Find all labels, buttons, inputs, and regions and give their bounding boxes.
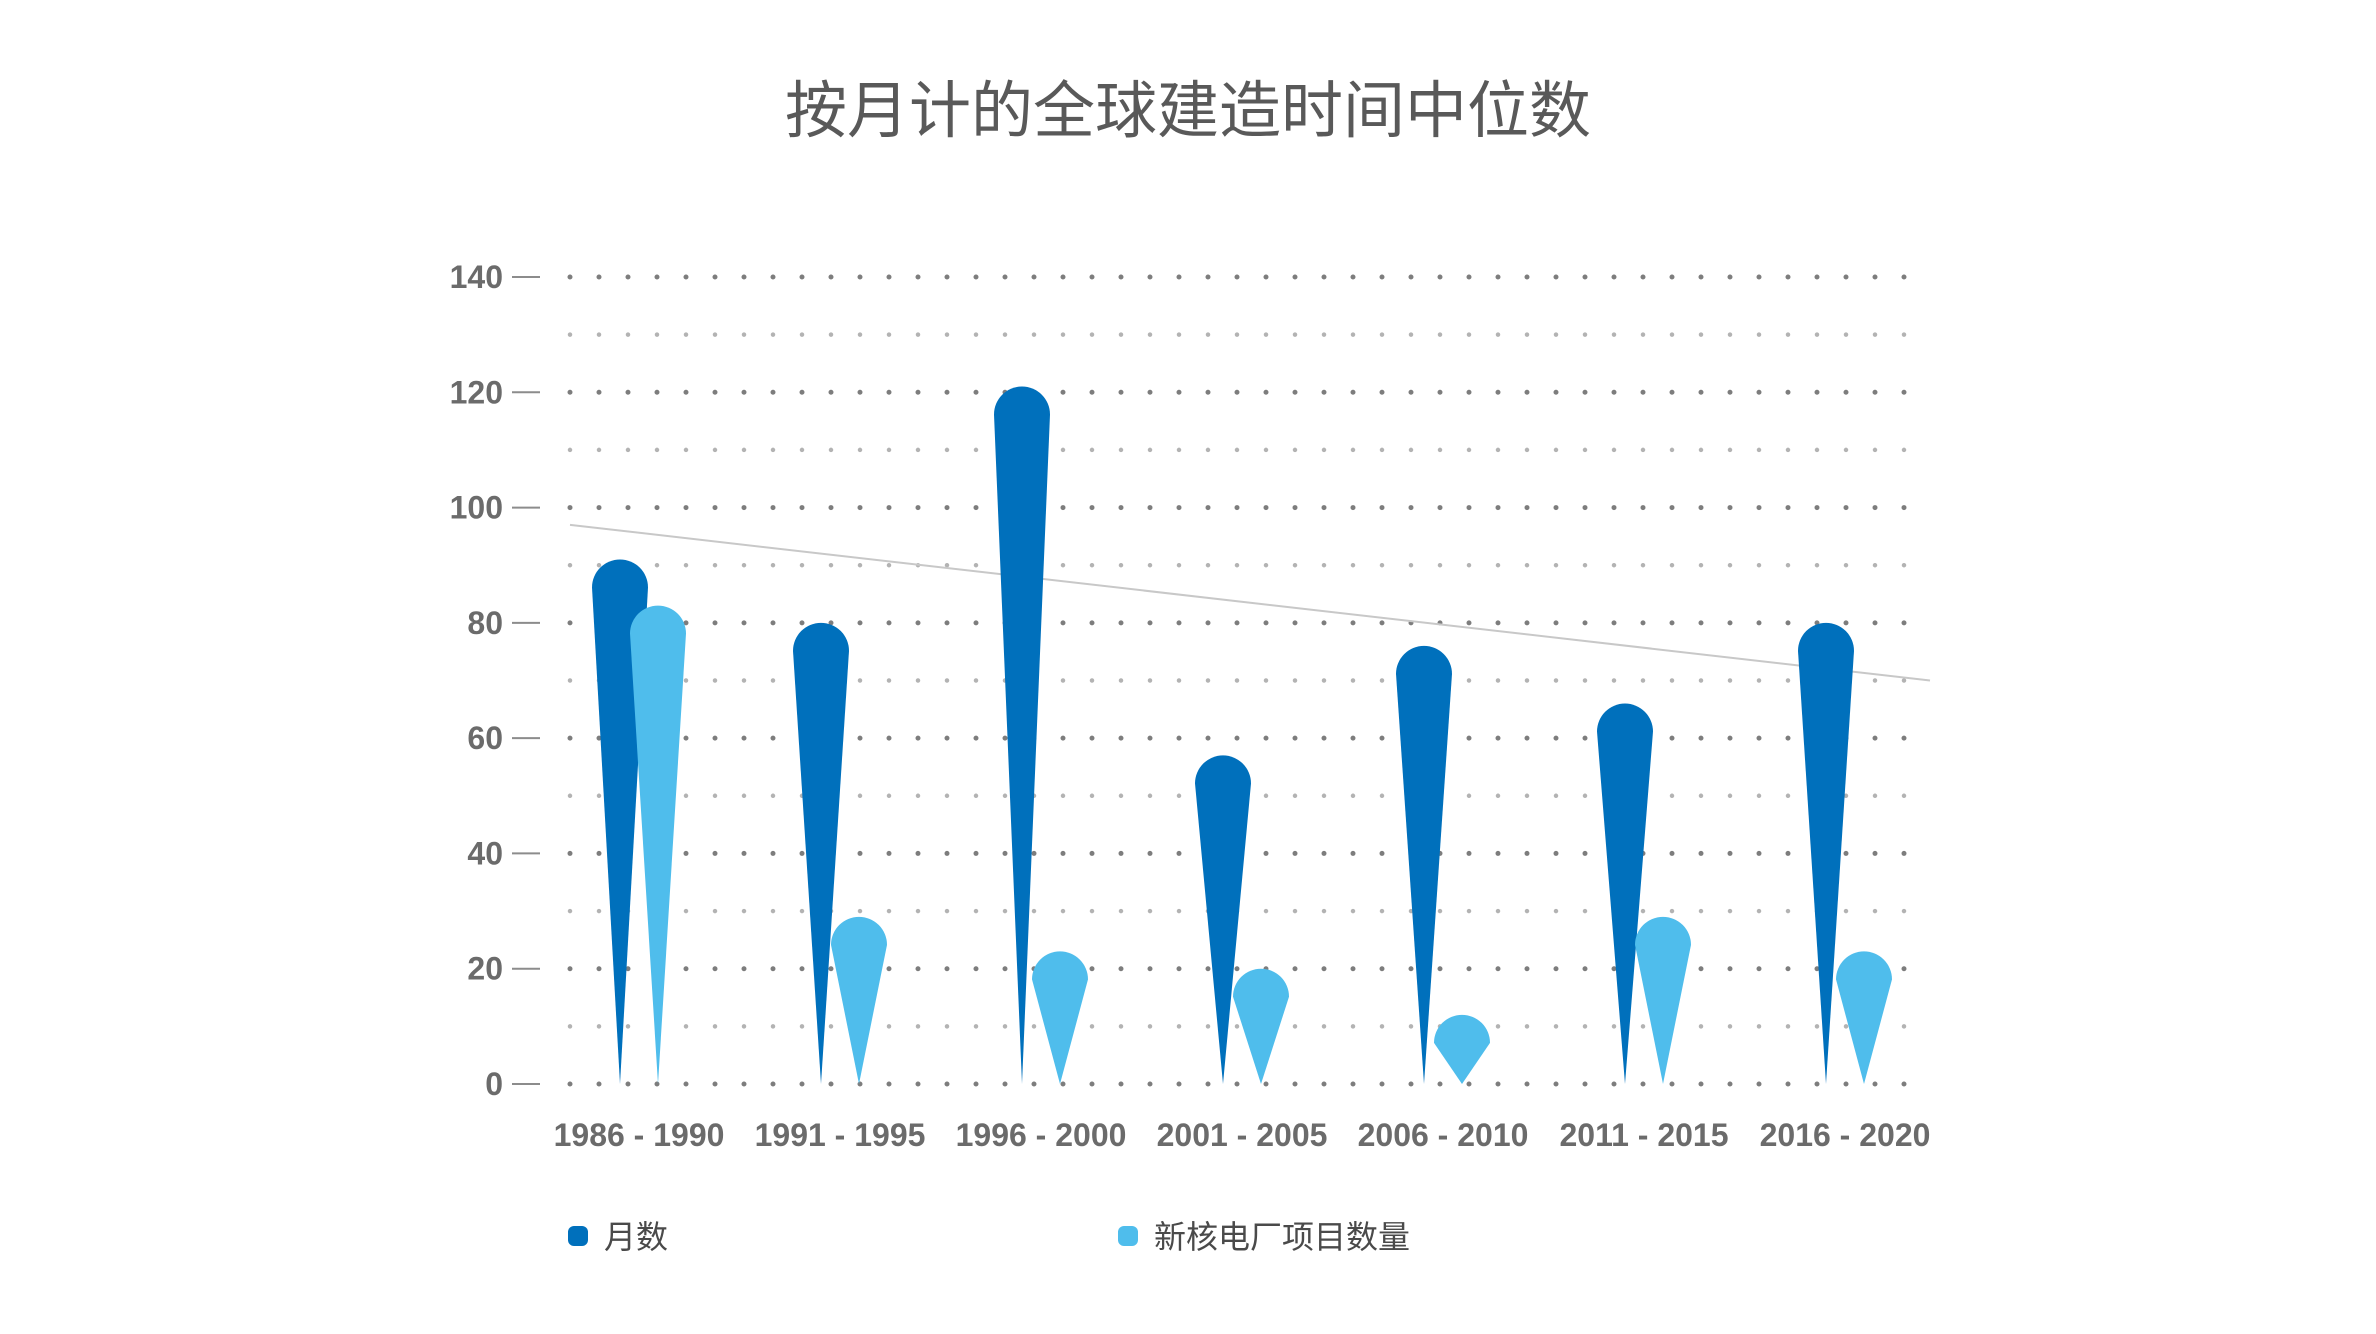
bar-project-count — [1434, 1014, 1490, 1084]
bar-months — [1798, 622, 1854, 1084]
bar-project-count — [1032, 951, 1088, 1084]
y-tick-label: 40 — [467, 835, 503, 871]
trendline — [569, 523, 1931, 682]
trendline-layer — [569, 523, 1931, 682]
x-tick-label: 2001 - 2005 — [1157, 1117, 1328, 1153]
x-tick-label: 2006 - 2010 — [1358, 1117, 1529, 1153]
legend-label: 新核电厂项目数量 — [1154, 1218, 1410, 1256]
bar-months — [994, 386, 1050, 1084]
x-tick-label: 1991 - 1995 — [755, 1117, 926, 1153]
bar-months — [1195, 755, 1251, 1084]
legend-label: 月数 — [604, 1218, 668, 1256]
legend: 月数 新核电厂项目数量 — [568, 1218, 1410, 1256]
legend-swatch — [1118, 1226, 1138, 1246]
y-tick-label: 60 — [467, 720, 503, 756]
bar-project-count — [831, 916, 887, 1084]
x-tick-label: 1996 - 2000 — [956, 1117, 1127, 1153]
y-tick-label: 100 — [450, 490, 503, 526]
bar-months — [793, 622, 849, 1084]
bar-project-count — [1233, 968, 1289, 1084]
grid — [567, 274, 1933, 1087]
bar-months — [1597, 703, 1653, 1084]
y-tick-label: 120 — [450, 374, 503, 410]
y-tick-label: 140 — [450, 259, 503, 295]
x-tick-label: 1986 - 1990 — [554, 1117, 725, 1153]
bar-project-count — [1836, 951, 1892, 1084]
y-axis: 0 20 40 60 80 100 120 140 — [450, 259, 540, 1102]
bars — [592, 386, 1892, 1084]
chart-title: 按月计的全球建造时间中位数 — [785, 74, 1591, 147]
x-axis: 1986 - 1990 1991 - 1995 1996 - 2000 2001 - … — [554, 1117, 1931, 1153]
bar-project-count — [630, 605, 686, 1084]
y-tick-label: 80 — [467, 605, 503, 641]
bar-project-count — [1635, 916, 1691, 1084]
x-tick-label: 2016 - 2020 — [1760, 1117, 1931, 1153]
y-tick-label: 0 — [485, 1066, 503, 1102]
bar-months — [1396, 645, 1452, 1084]
x-tick-label: 2011 - 2015 — [1559, 1117, 1728, 1153]
legend-swatch — [568, 1226, 588, 1246]
y-tick-label: 20 — [467, 951, 503, 987]
